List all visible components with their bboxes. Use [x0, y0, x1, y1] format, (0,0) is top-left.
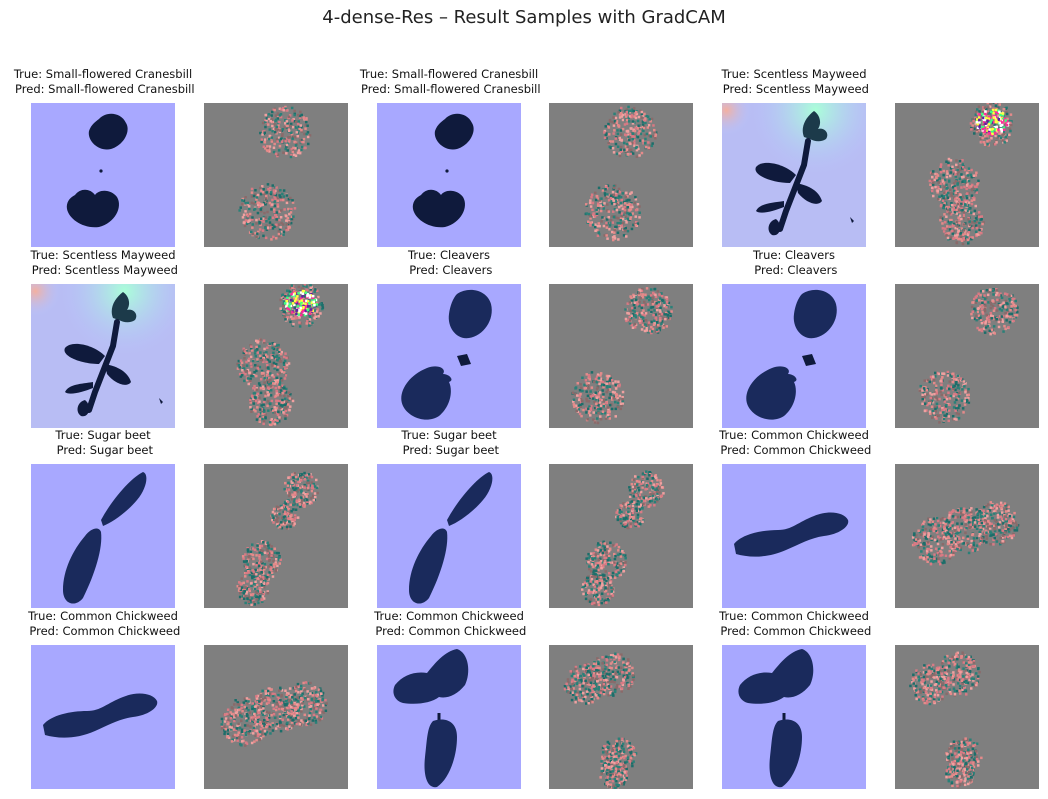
true-label: True: Scentless Mayweed: [721, 67, 867, 81]
gradcam-image: [204, 103, 348, 247]
sample-caption: True: Common Chickweed Pred: Common Chic…: [682, 428, 906, 458]
pred-label: Pred: Sugar beet: [398, 443, 500, 457]
true-label: True: Cleavers: [753, 248, 835, 262]
sample-caption: True: Sugar beet Pred: Sugar beet: [337, 428, 561, 458]
seedling-image: [722, 645, 866, 789]
pred-label: Pred: Cleavers: [405, 263, 493, 277]
pred-label: Pred: Cleavers: [750, 263, 838, 277]
seedling-image: [722, 103, 866, 247]
true-label: True: Common Chickweed: [719, 609, 869, 623]
sample-caption: True: Common Chickweed Pred: Common Chic…: [682, 609, 906, 639]
seedling-image: [722, 464, 866, 608]
pred-label: Pred: Common Chickweed: [371, 624, 527, 638]
gradcam-image: [549, 284, 693, 428]
seedling-image: [31, 284, 175, 428]
seedling-image: [377, 645, 521, 789]
sample-caption: True: Common Chickweed Pred: Common Chic…: [0, 609, 215, 639]
sample-caption: True: Cleavers Pred: Cleavers: [682, 248, 906, 278]
sample-caption: True: Small-flowered Cranesbill Pred: Sm…: [0, 67, 215, 97]
seedling-image: [722, 284, 866, 428]
true-label: True: Small-flowered Cranesbill: [359, 67, 539, 81]
pred-label: Pred: Common Chickweed: [716, 624, 872, 638]
gradcam-image: [549, 645, 693, 789]
gradcam-image: [204, 645, 348, 789]
sample-caption: True: Sugar beet Pred: Sugar beet: [0, 428, 215, 458]
pred-label: Pred: Sugar beet: [52, 443, 154, 457]
pred-label: Pred: Common Chickweed: [716, 443, 872, 457]
true-label: True: Common Chickweed: [719, 428, 869, 442]
gradcam-image: [895, 464, 1039, 608]
gradcam-image: [204, 284, 348, 428]
true-label: True: Common Chickweed: [28, 609, 178, 623]
sample-caption: True: Cleavers Pred: Cleavers: [337, 248, 561, 278]
true-label: True: Cleavers: [408, 248, 490, 262]
figure-title: 4-dense-Res – Result Samples with GradCA…: [322, 7, 726, 28]
gradcam-image: [549, 464, 693, 608]
seedling-image: [31, 645, 175, 789]
pred-label: Pred: Common Chickweed: [25, 624, 181, 638]
seedling-image: [31, 464, 175, 608]
true-label: True: Sugar beet: [55, 428, 151, 442]
seedling-image: [377, 103, 521, 247]
true-label: True: Common Chickweed: [374, 609, 524, 623]
pred-label: Pred: Scentless Mayweed: [28, 263, 178, 277]
gradcam-image: [895, 284, 1039, 428]
true-label: True: Small-flowered Cranesbill: [13, 67, 193, 81]
sample-caption: True: Scentless Mayweed Pred: Scentless …: [0, 248, 215, 278]
sample-caption: True: Common Chickweed Pred: Common Chic…: [337, 609, 561, 639]
gradcam-image: [204, 464, 348, 608]
pred-label: Pred: Small-flowered Cranesbill: [357, 82, 541, 96]
sample-caption: True: Small-flowered Cranesbill Pred: Sm…: [337, 67, 561, 97]
seedling-image: [31, 103, 175, 247]
sample-caption: True: Scentless Mayweed Pred: Scentless …: [682, 67, 906, 97]
gradcam-image: [895, 103, 1039, 247]
seedling-image: [377, 464, 521, 608]
true-label: True: Scentless Mayweed: [30, 248, 176, 262]
gradcam-image: [895, 645, 1039, 789]
pred-label: Pred: Small-flowered Cranesbill: [11, 82, 195, 96]
seedling-image: [377, 284, 521, 428]
pred-label: Pred: Scentless Mayweed: [719, 82, 869, 96]
gradcam-image: [549, 103, 693, 247]
true-label: True: Sugar beet: [401, 428, 497, 442]
